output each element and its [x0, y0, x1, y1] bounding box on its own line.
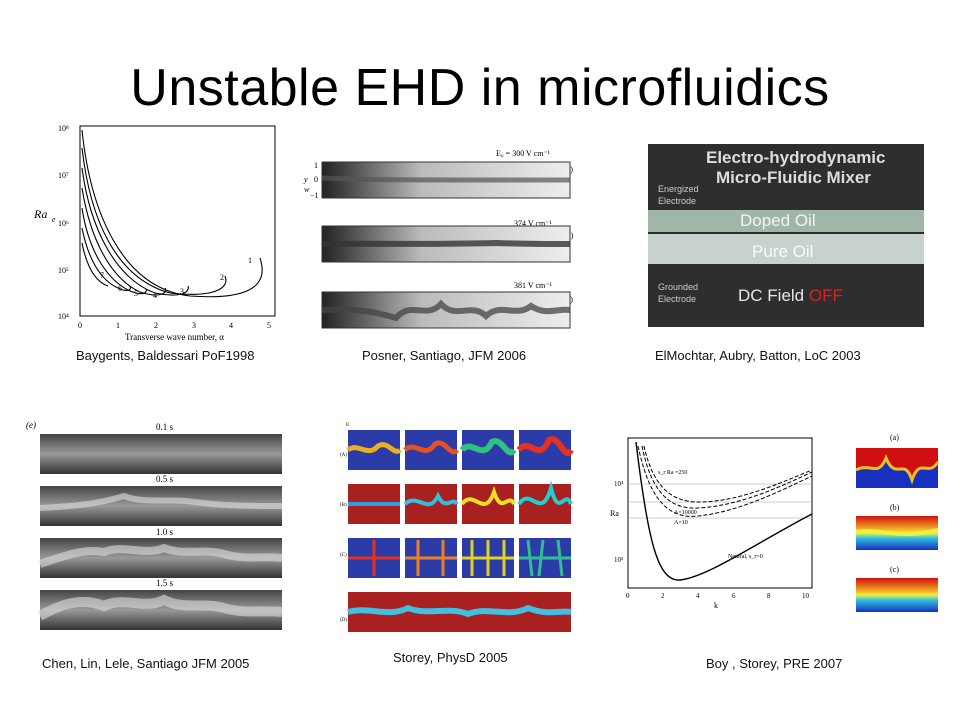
svg-text:E: E — [346, 423, 349, 428]
mixer-title-line2: Micro-Fluidic Mixer — [716, 168, 871, 187]
time-series-figure: (e) 0.1 s 0.5 s 1.0 s 1.5 s — [26, 420, 283, 630]
time-label: 1.0 s — [156, 527, 174, 537]
svg-text:1: 1 — [314, 161, 318, 170]
xaxis-label: k — [714, 601, 718, 610]
xtick: 2 — [154, 321, 158, 330]
xtick: 0 — [626, 592, 630, 600]
energized-label-1: Energized — [658, 184, 699, 194]
panel-tag: (a) — [890, 433, 899, 442]
caption-baygents: Baygents, Baldessari PoF1998 — [76, 348, 255, 363]
curve-label: Neutral, s_r=0 — [728, 554, 763, 560]
stability-curves-figure: Ra e 10⁸ 10⁷ 10⁶ 10⁵ 10⁴ 0 1 2 3 4 5 Tra… — [33, 124, 276, 342]
yaxis-label: Ra — [610, 509, 619, 518]
simulation-grid-figure: (A) (B) (C) (D) E — [340, 423, 574, 632]
svg-text:y: y — [303, 175, 308, 184]
curve-label: A=10 — [674, 520, 688, 526]
row-tag: (D) — [340, 618, 347, 623]
caption-chen: Chen, Lin, Lele, Santiago JFM 2005 — [42, 656, 250, 671]
caption-posner: Posner, Santiago, JFM 2006 — [362, 348, 527, 363]
svg-text:w: w — [304, 185, 310, 194]
field-state: OFF — [808, 286, 843, 305]
row-tag: (A) — [340, 453, 347, 458]
xtick: 8 — [767, 592, 771, 600]
curve-label: 4 — [153, 291, 157, 300]
caption-storey: Storey, PhysD 2005 — [393, 650, 508, 665]
caption-boy-storey: Boy , Storey, PRE 2007 — [706, 656, 843, 671]
time-label: 0.5 s — [156, 474, 174, 484]
curve-label: 2 — [220, 273, 224, 282]
xtick: 6 — [732, 592, 736, 600]
caption-elmochtar: ElMochtar, Aubry, Batton, LoC 2003 — [655, 348, 861, 363]
ytick: 10⁸ — [58, 124, 69, 133]
ytick: 10⁴ — [58, 312, 69, 321]
panel-tag: (c) — [890, 565, 899, 574]
field-label: 381 V cm⁻¹ — [514, 281, 552, 290]
time-label: 1.5 s — [156, 578, 174, 588]
panel-tag: (e) — [26, 420, 36, 430]
curve-label: 5 — [134, 289, 138, 298]
mixer-photo: Electro-hydrodynamic Micro-Fluidic Mixer… — [648, 144, 924, 327]
curve-label: 1 — [248, 256, 252, 265]
svg-text:0: 0 — [314, 175, 318, 184]
ytick: 10³ — [614, 556, 623, 564]
xtick: 4 — [229, 321, 233, 330]
ytick: 10⁵ — [58, 266, 69, 275]
temperature-fields-figure: (a) (b) (c) — [855, 433, 940, 612]
field-label: 374 V cm⁻¹ — [514, 219, 552, 228]
panel-tag: (b) — [890, 503, 900, 512]
dc-field-label: DC Field OFF — [738, 286, 843, 305]
doped-oil-label: Doped Oil — [740, 211, 816, 230]
curve-label: 3 — [180, 287, 184, 296]
curve-label: 7 — [100, 271, 104, 280]
xtick: 10 — [802, 592, 810, 600]
row-tag: (B) — [340, 503, 347, 508]
grounded-label-1: Grounded — [658, 282, 699, 292]
row-tag: (C) — [340, 553, 347, 558]
xtick: 3 — [192, 321, 196, 330]
xtick: 1 — [116, 321, 120, 330]
xtick: 5 — [267, 321, 271, 330]
ytick: 10⁴ — [614, 480, 624, 488]
curve-label: 6 — [118, 284, 122, 293]
time-label: 0.1 s — [156, 422, 174, 432]
ytick: 10⁷ — [58, 171, 69, 180]
yaxis-label: Ra — [33, 207, 47, 221]
xtick: 4 — [696, 592, 700, 600]
curve-label: s_r Ra =250 — [658, 470, 687, 476]
ytick: 10⁶ — [58, 219, 69, 228]
mixer-title-line1: Electro-hydrodynamic — [706, 148, 886, 167]
neutral-stability-plot: Ra 10⁴ 10³ 0 2 4 6 8 10 k s_r Ra =250 A=… — [610, 437, 813, 610]
curve-label: A=10000 — [674, 510, 697, 516]
field-label: E₀ = 300 V cm⁻¹ — [496, 149, 551, 158]
doped-oil-band — [648, 210, 924, 232]
pure-oil-band — [648, 234, 924, 264]
xaxis-label: Transverse wave number, α — [125, 332, 224, 342]
xtick: 0 — [78, 321, 82, 330]
pure-oil-label: Pure Oil — [752, 242, 814, 261]
slide-title: Unstable EHD in microfluidics — [130, 59, 830, 117]
svg-text:−1: −1 — [310, 191, 319, 200]
grounded-label-2: Electrode — [658, 294, 697, 304]
svg-text:e: e — [52, 215, 56, 224]
xtick: 2 — [661, 592, 665, 600]
channel-flow-figure: E₀ = 300 V cm⁻¹ 374 V cm⁻¹ 381 V cm⁻¹ (a… — [303, 149, 574, 329]
energized-label-2: Electrode — [658, 196, 697, 206]
